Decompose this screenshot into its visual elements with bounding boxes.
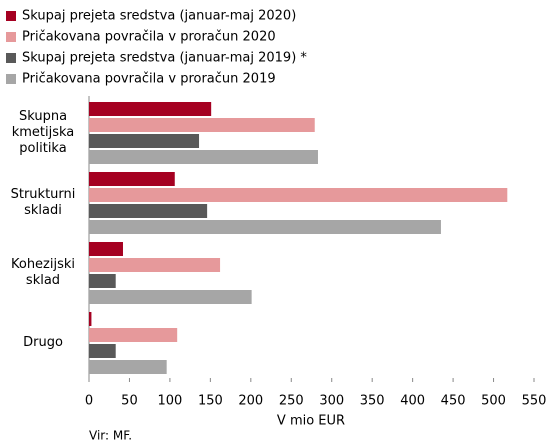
y-tick-label: Drugo	[23, 335, 63, 350]
x-axis-title: V mio EUR	[277, 414, 345, 429]
legend-swatch	[6, 11, 16, 21]
x-tick-label: 550	[522, 394, 547, 409]
y-tick-label: Skupna kmetijska politika	[11, 109, 75, 156]
bar	[89, 204, 208, 218]
legend-swatch	[6, 53, 16, 63]
legend-label: Pričakovana povračila v proračun 2019	[22, 72, 276, 87]
bar	[89, 344, 116, 358]
bar	[89, 360, 167, 374]
x-tick-label: 350	[360, 394, 385, 409]
bar	[89, 290, 252, 304]
legend-label: Skupaj prejeta sredstva (januar-maj 2020…	[22, 9, 296, 24]
bar	[89, 312, 92, 326]
bar	[89, 150, 318, 164]
x-tick-label: 500	[481, 394, 506, 409]
bar	[89, 274, 116, 288]
x-tick-label: 250	[279, 394, 304, 409]
x-tick-label: 150	[198, 394, 223, 409]
source-note: Vir: MF.	[89, 429, 132, 442]
bar	[89, 328, 178, 342]
y-tick-label: Strukturni skladi	[10, 187, 76, 218]
x-tick-label: 0	[85, 394, 93, 409]
x-tick-label: 450	[441, 394, 466, 409]
bar	[89, 118, 315, 132]
y-tick-label: Kohezijski sklad	[10, 257, 76, 288]
bar	[89, 220, 441, 234]
x-tick-label: 100	[157, 394, 182, 409]
x-tick-label: 300	[319, 394, 344, 409]
bar	[89, 172, 175, 186]
bar	[89, 188, 508, 202]
bar	[89, 242, 123, 256]
x-tick-label: 400	[400, 394, 425, 409]
bar	[89, 134, 200, 148]
legend-swatch	[6, 74, 16, 84]
legend-label: Skupaj prejeta sredstva (januar-maj 2019…	[22, 51, 307, 66]
x-tick-label: 50	[121, 394, 138, 409]
legend-swatch	[6, 32, 16, 42]
bar	[89, 258, 221, 272]
bar	[89, 102, 212, 116]
legend-label: Pričakovana povračila v proračun 2020	[22, 30, 276, 45]
x-tick-label: 200	[238, 394, 263, 409]
